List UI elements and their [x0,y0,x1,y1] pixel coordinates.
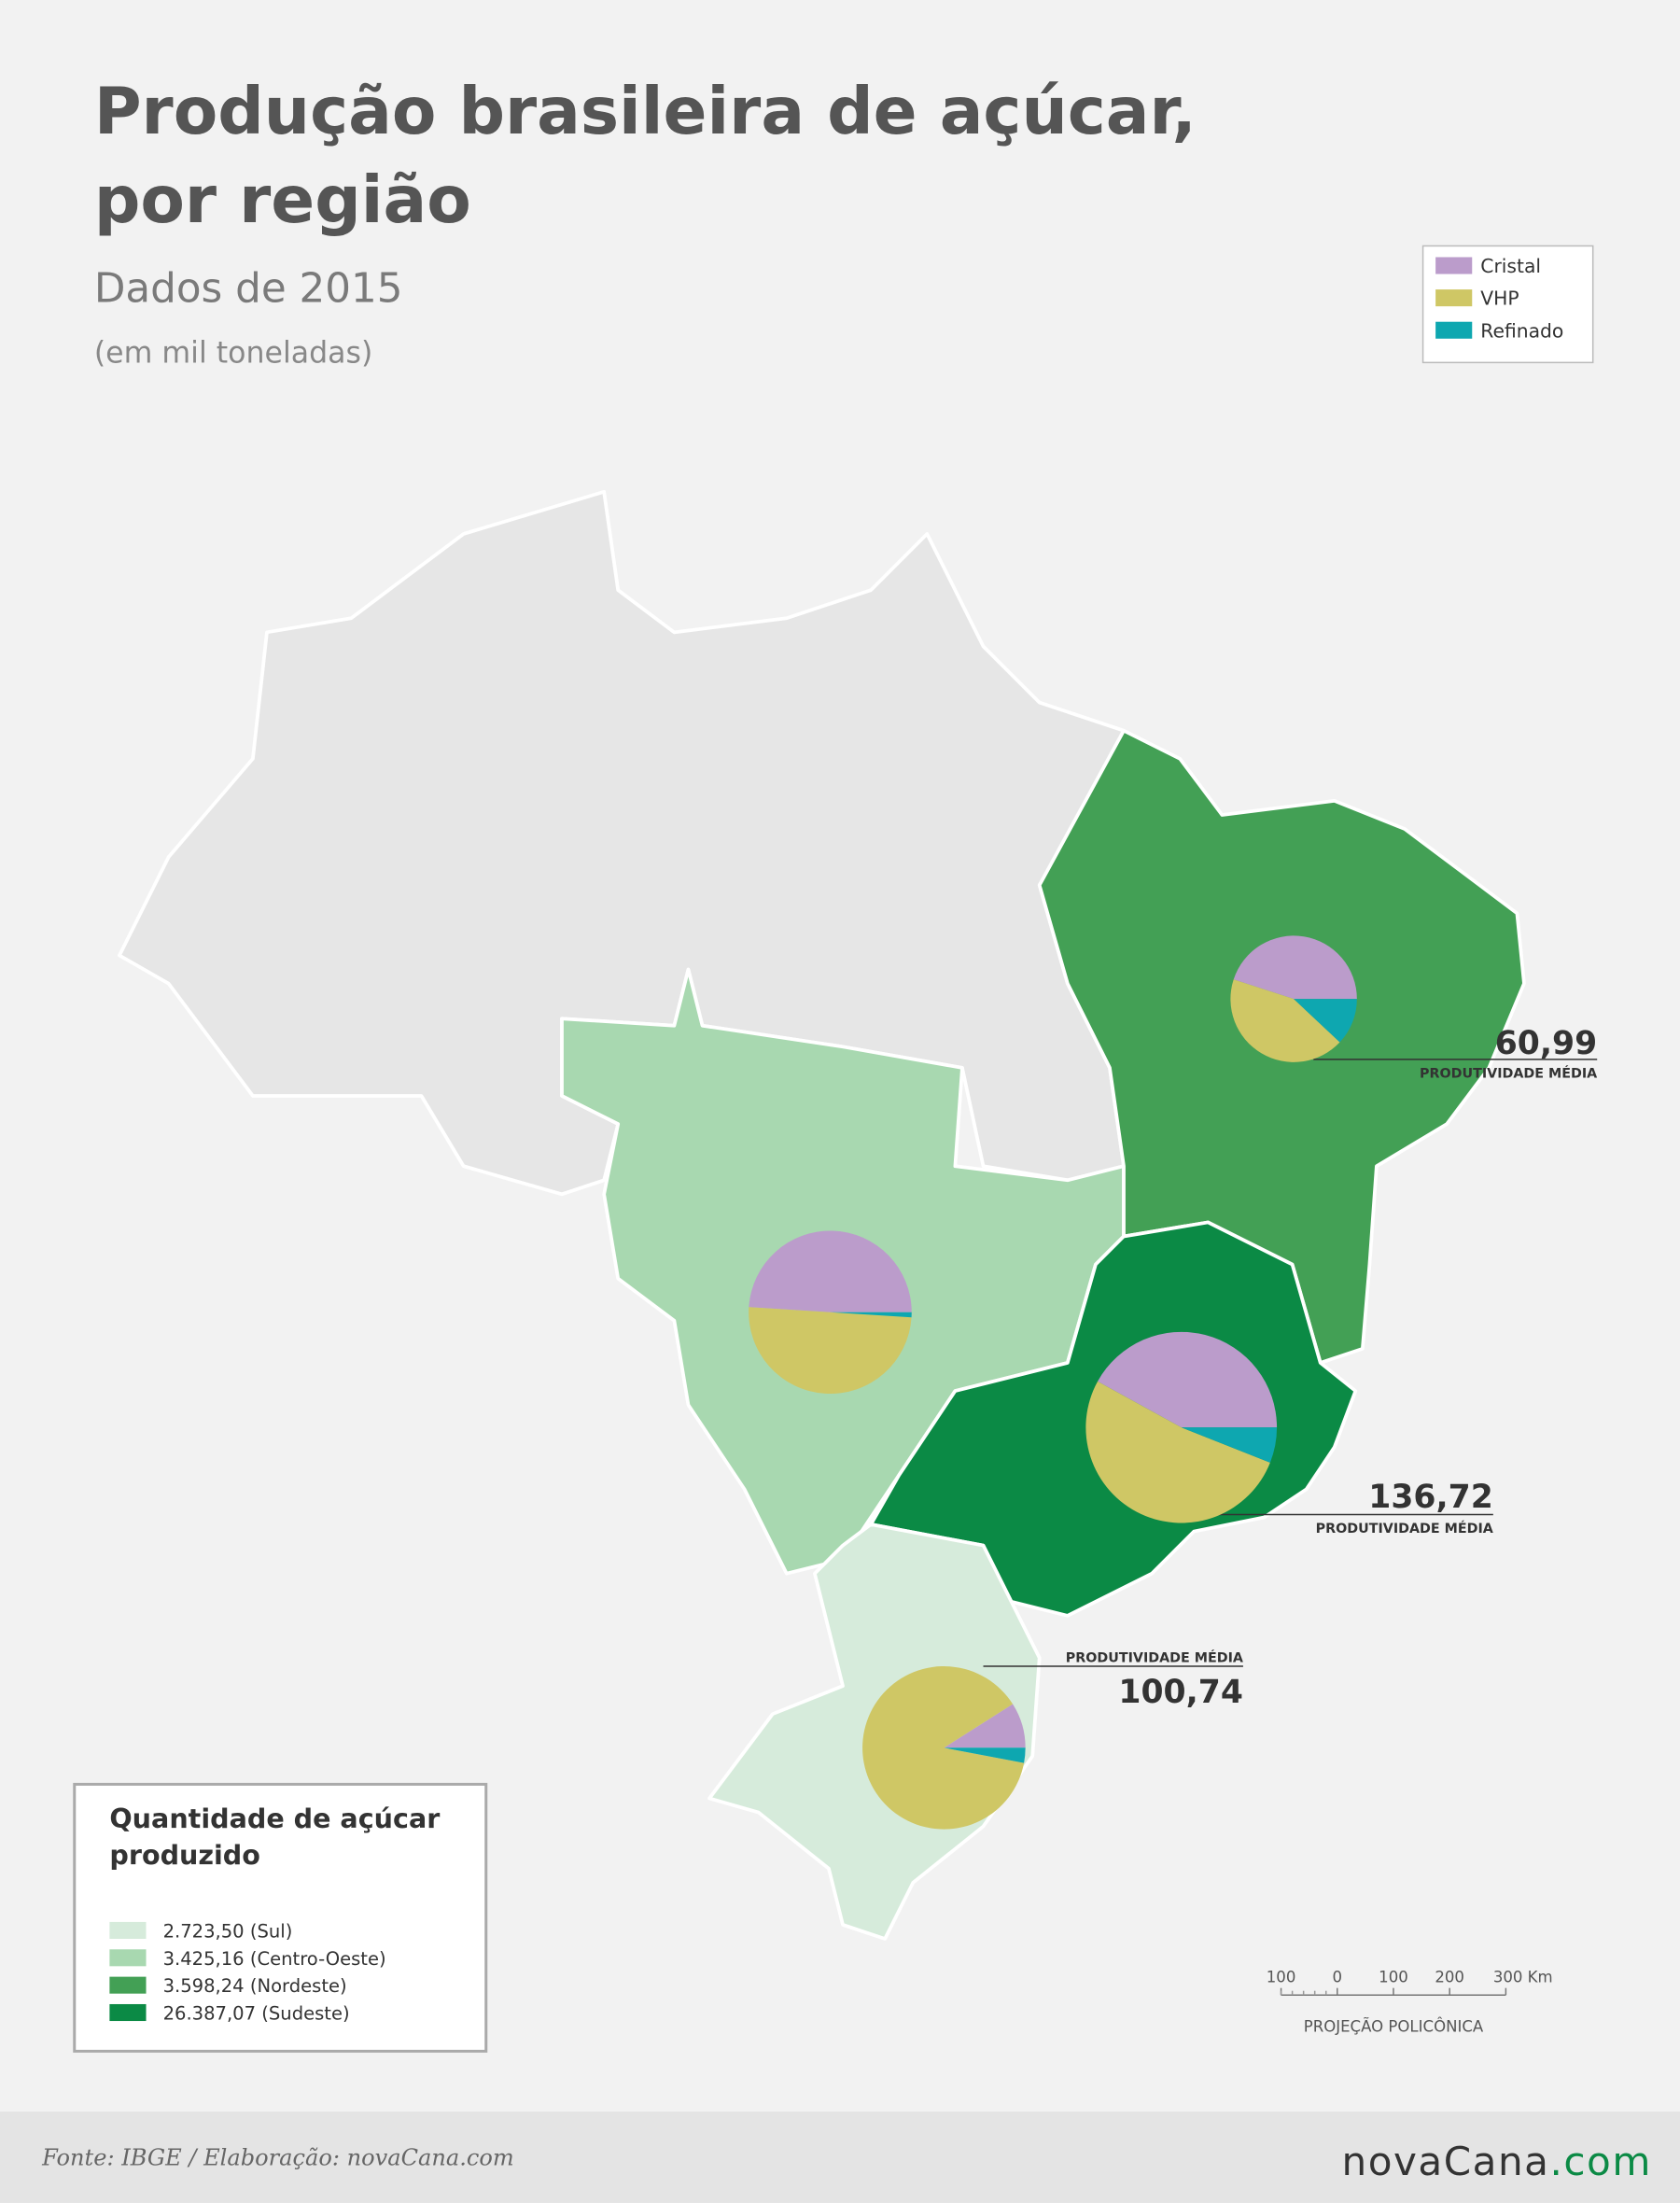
legend-swatch [1435,257,1473,274]
quantity-swatch [109,1949,147,1967]
footer-band [0,2112,1680,2203]
pie-slice [862,1666,1025,1830]
quantity-label: 2.723,50 (Sul) [163,1920,293,1942]
source: Fonte: IBGE / Elaboração: novaCana.com [41,2144,514,2170]
pie-slice [1294,999,1357,1043]
logo-name: novaCana [1342,2139,1550,2184]
title: por região [94,163,471,238]
productivity-value: 60,99 [1495,1025,1597,1062]
quantity-swatch [109,1976,147,1994]
quantity-label: 26.387,07 (Sudeste) [163,2003,350,2025]
quantity-label: 3.425,16 (Centro-Oeste) [163,1948,386,1970]
quantity-swatch [109,1921,147,1939]
unit-note: (em mil toneladas) [94,336,372,370]
scale-label: 100 [1379,1969,1408,1986]
pie-slice [749,1230,912,1312]
logo: novaCana.com [1342,2139,1652,2184]
quantity-legend-title: produzido [109,1839,260,1871]
legend: Cristal VHP Refinado [1435,255,1563,342]
productivity-value: 136,72 [1368,1479,1493,1516]
pie-slice [944,1747,1026,1763]
pie-slice [830,1312,912,1318]
pie-slice [1230,979,1340,1062]
legend-swatch [1435,321,1473,339]
quantity-legend: 2.723,50 (Sul) 3.425,16 (Centro-Oeste) 3.5… [109,1920,386,2025]
logo-domain: .com [1550,2139,1652,2184]
projection: PROJEÇÃO POLICÔNICA [1304,2017,1484,2035]
legend-label: VHP [1480,288,1519,310]
title: Produção brasileira de açúcar, [94,75,1197,149]
productivity-value: 100,74 [1118,1674,1243,1711]
subtitle: Dados de 2015 [94,265,403,313]
legend-label: Cristal [1480,255,1541,277]
pie-slice [1098,1331,1278,1428]
scale-label: 200 [1435,1969,1464,1986]
legend-label: Refinado [1480,319,1563,342]
pies [749,935,1357,1830]
scale-label: 300 Km [1493,1969,1553,1986]
quantity-label: 3.598,24 (Nordeste) [163,1975,347,1997]
scale-label: 100 [1267,1969,1296,1986]
pie-slice [749,1307,912,1395]
productivity-label: PRODUTIVIDADE MÉDIA [1420,1064,1597,1081]
scale-bar: 100 0 100 200 300 Km PROJEÇÃO POLICÔNICA [1267,1969,1553,2036]
productivity-label: PRODUTIVIDADE MÉDIA [1316,1520,1493,1536]
pie-slice [944,1704,1026,1748]
productivity-label: PRODUTIVIDADE MÉDIA [1066,1649,1243,1666]
quantity-swatch [109,2003,147,2022]
pie-slice [1233,935,1357,1000]
scale-label: 0 [1333,1969,1343,1986]
quantity-legend-title: Quantidade de açúcar [109,1803,441,1834]
scale-ticks: 100 0 100 200 300 Km [1267,1969,1553,1996]
pie-slice [1085,1381,1270,1523]
pie-slice [1181,1427,1278,1463]
legend-swatch [1435,289,1473,307]
